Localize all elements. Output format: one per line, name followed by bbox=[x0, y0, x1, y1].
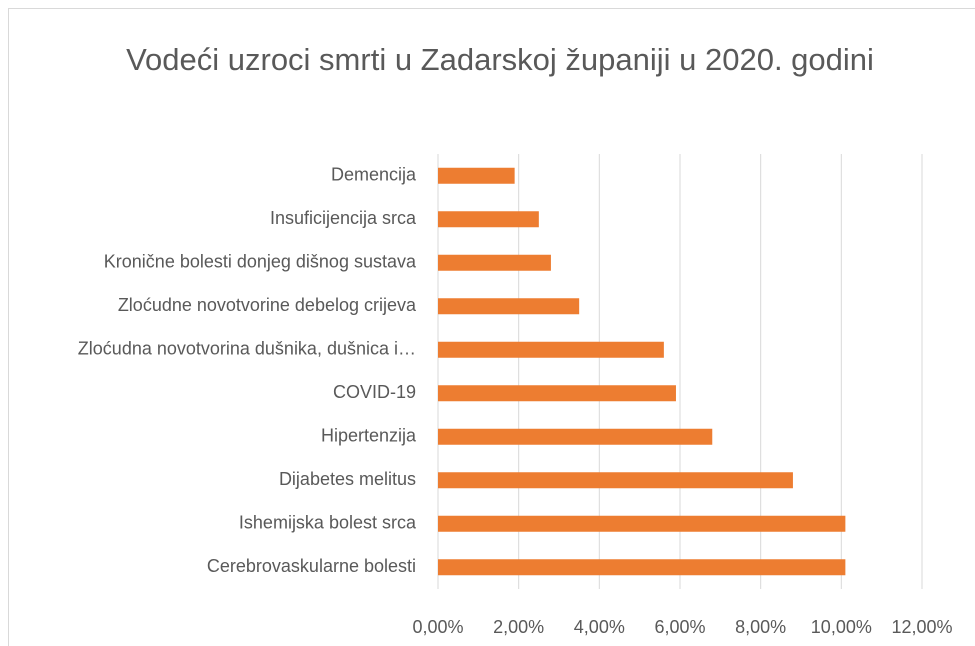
x-tick-label: 8,00% bbox=[735, 617, 786, 637]
bar bbox=[438, 472, 793, 489]
bar bbox=[438, 385, 676, 402]
y-tick-label: Hipertenzija bbox=[321, 426, 417, 446]
x-tick-label: 12,00% bbox=[891, 617, 952, 637]
bar bbox=[438, 515, 846, 532]
y-tick-label: Zloćudne novotvorine debelog crijeva bbox=[118, 295, 417, 315]
chart-border bbox=[8, 8, 975, 646]
y-tick-label: Insuficijencija srca bbox=[270, 208, 417, 228]
x-tick-label: 6,00% bbox=[654, 617, 705, 637]
x-tick-label: 4,00% bbox=[574, 617, 625, 637]
bar bbox=[438, 167, 515, 184]
bar bbox=[438, 341, 664, 358]
x-tick-label: 2,00% bbox=[493, 617, 544, 637]
y-tick-label: Zloćudna novotvorina dušnika, dušnica i… bbox=[78, 339, 416, 359]
y-tick-label: Ishemijska bolest srca bbox=[239, 513, 417, 533]
bar bbox=[438, 428, 713, 445]
x-tick-label: 10,00% bbox=[811, 617, 872, 637]
y-tick-label: COVID-19 bbox=[333, 382, 416, 402]
y-tick-label: Dijabetes melitus bbox=[279, 469, 416, 489]
bar bbox=[438, 298, 580, 315]
y-tick-label: Cerebrovaskularne bolesti bbox=[207, 556, 416, 576]
x-tick-label: 0,00% bbox=[412, 617, 463, 637]
y-tick-label: Demencija bbox=[331, 165, 417, 185]
bar bbox=[438, 254, 551, 271]
chart-title: Vodeći uzroci smrti u Zadarskoj županiji… bbox=[126, 42, 874, 77]
bar bbox=[438, 559, 846, 576]
y-tick-label: Kronične bolesti donjeg dišnog sustava bbox=[104, 252, 417, 272]
bar bbox=[438, 211, 539, 228]
